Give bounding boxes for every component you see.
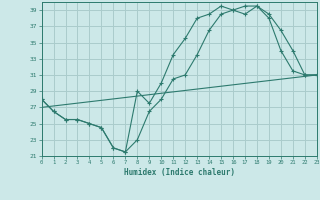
X-axis label: Humidex (Indice chaleur): Humidex (Indice chaleur) (124, 168, 235, 177)
